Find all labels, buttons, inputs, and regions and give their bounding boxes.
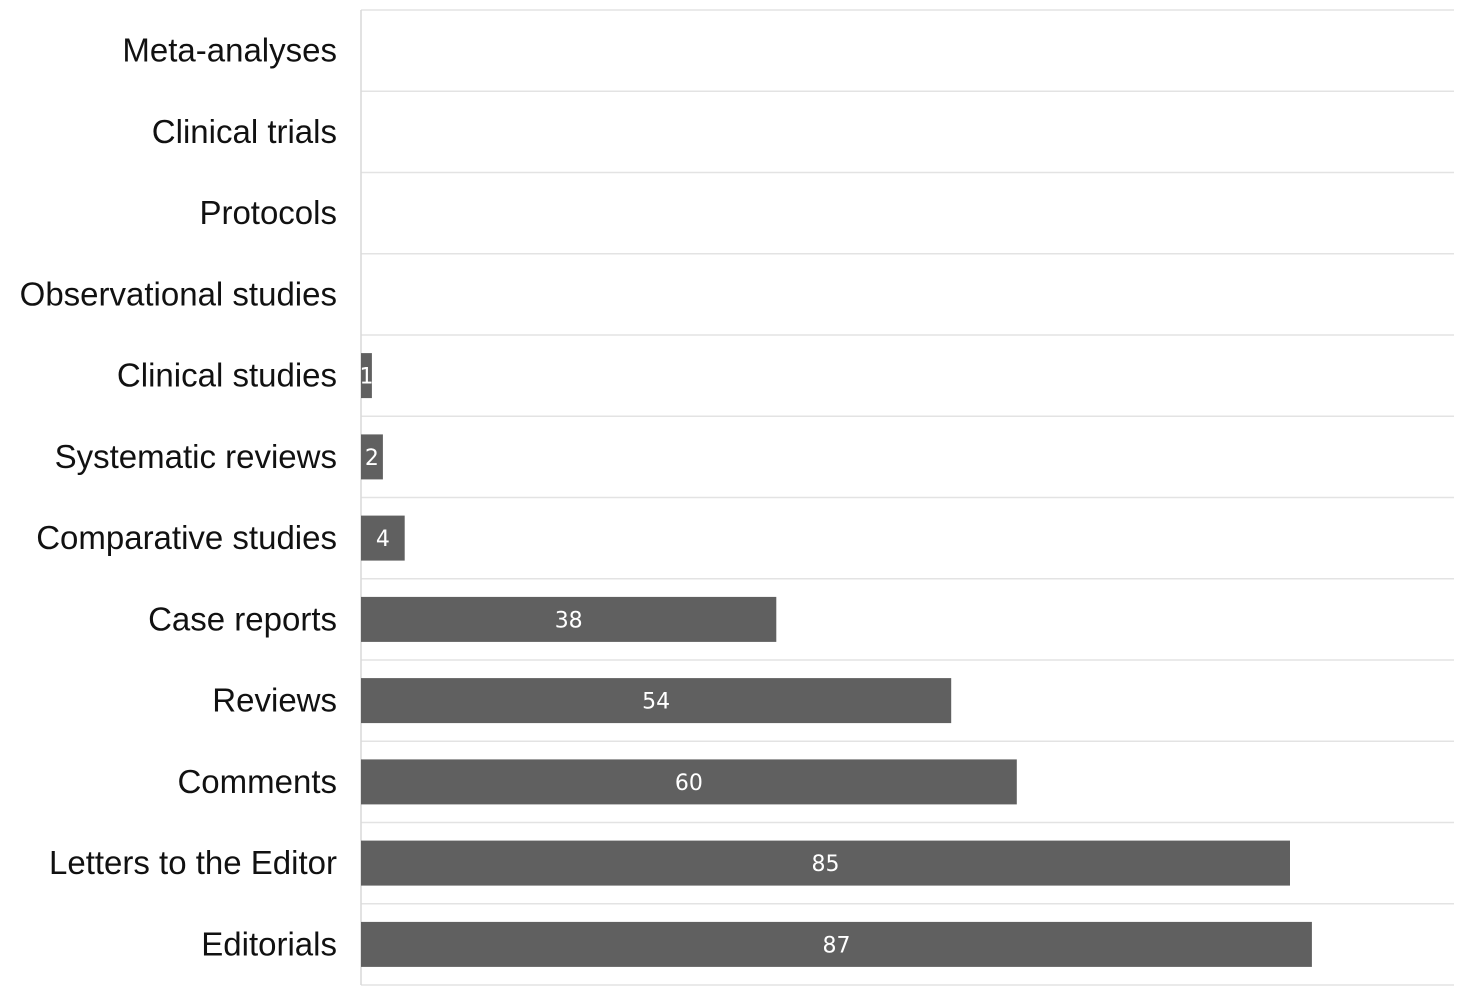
category-label: Clinical studies bbox=[117, 357, 337, 394]
category-label: Clinical trials bbox=[152, 113, 337, 150]
category-label: Letters to the Editor bbox=[49, 844, 337, 881]
bar bbox=[361, 515, 405, 561]
bar bbox=[361, 840, 1290, 886]
category-label: Reviews bbox=[212, 682, 337, 719]
category-label: Case reports bbox=[148, 600, 337, 637]
bar bbox=[361, 353, 372, 399]
data-label: 4 bbox=[376, 527, 390, 552]
category-label: Protocols bbox=[199, 194, 337, 231]
category-label: Comparative studies bbox=[36, 519, 337, 556]
category-label: Editorials bbox=[201, 925, 337, 962]
category-label: Observational studies bbox=[20, 275, 337, 312]
category-label: Systematic reviews bbox=[55, 438, 337, 475]
data-label: 87 bbox=[823, 933, 851, 958]
data-label: 54 bbox=[642, 690, 670, 715]
category-labels: Meta-analyses Clinical trials Protocols Obs… bbox=[20, 32, 337, 963]
category-label: Comments bbox=[177, 763, 337, 800]
data-label: 60 bbox=[675, 771, 703, 796]
bar bbox=[361, 678, 952, 724]
data-label: 38 bbox=[555, 608, 583, 633]
bar bbox=[361, 921, 1312, 967]
data-label: 1 bbox=[360, 365, 374, 390]
data-labels: 1 2 4 38 54 60 85 87 bbox=[360, 365, 851, 959]
bars bbox=[361, 353, 1312, 967]
bar bbox=[361, 759, 1017, 805]
gridlines bbox=[360, 9, 1454, 986]
category-label: Meta-analyses bbox=[122, 32, 337, 69]
data-label: 2 bbox=[365, 446, 379, 471]
data-label: 85 bbox=[812, 852, 840, 877]
bar bbox=[361, 596, 777, 642]
bar bbox=[361, 434, 383, 480]
